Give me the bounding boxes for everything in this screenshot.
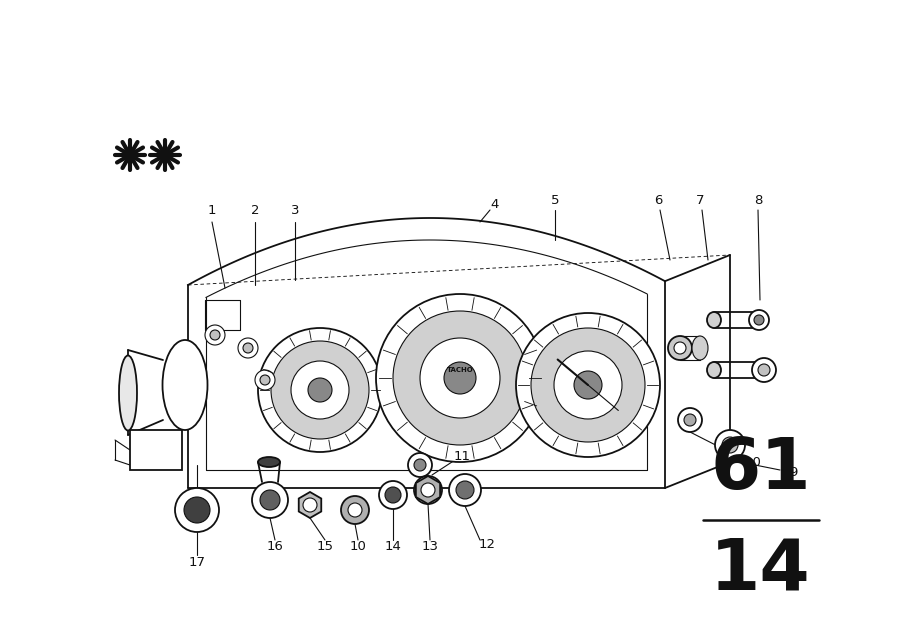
Circle shape xyxy=(385,487,401,503)
Circle shape xyxy=(752,358,776,382)
Text: 16: 16 xyxy=(266,540,284,554)
Polygon shape xyxy=(299,492,321,518)
Text: 10: 10 xyxy=(744,455,761,469)
Text: 6: 6 xyxy=(653,194,662,206)
Text: 13: 13 xyxy=(421,540,438,554)
Circle shape xyxy=(393,311,527,445)
Circle shape xyxy=(260,490,280,510)
Ellipse shape xyxy=(707,362,721,378)
Circle shape xyxy=(258,328,382,452)
Text: 1: 1 xyxy=(208,203,216,217)
Circle shape xyxy=(341,496,369,524)
Polygon shape xyxy=(416,476,440,504)
Text: 61: 61 xyxy=(710,436,811,504)
Text: 17: 17 xyxy=(188,556,205,570)
Circle shape xyxy=(449,474,481,506)
Circle shape xyxy=(308,378,332,402)
Circle shape xyxy=(531,328,645,442)
Circle shape xyxy=(754,315,764,325)
Ellipse shape xyxy=(692,336,708,360)
Circle shape xyxy=(420,338,500,418)
Circle shape xyxy=(421,483,435,497)
Circle shape xyxy=(456,481,474,499)
Text: 10: 10 xyxy=(349,540,366,554)
Circle shape xyxy=(684,414,696,426)
Circle shape xyxy=(408,453,432,477)
Circle shape xyxy=(205,325,225,345)
Circle shape xyxy=(260,375,270,385)
Ellipse shape xyxy=(119,356,137,431)
Circle shape xyxy=(414,459,426,471)
FancyBboxPatch shape xyxy=(130,430,182,470)
Circle shape xyxy=(444,362,476,394)
Circle shape xyxy=(414,476,442,504)
Circle shape xyxy=(175,488,219,532)
Circle shape xyxy=(243,343,253,353)
Ellipse shape xyxy=(707,312,721,328)
Text: 2: 2 xyxy=(251,203,259,217)
Circle shape xyxy=(376,294,544,462)
Text: 5: 5 xyxy=(551,194,559,206)
Text: 9: 9 xyxy=(788,465,797,479)
Circle shape xyxy=(574,371,602,399)
Circle shape xyxy=(715,430,745,460)
Circle shape xyxy=(238,338,258,358)
Circle shape xyxy=(749,310,769,330)
Circle shape xyxy=(668,336,692,360)
Circle shape xyxy=(291,361,349,419)
Circle shape xyxy=(271,341,369,439)
Circle shape xyxy=(210,330,220,340)
Circle shape xyxy=(516,313,660,457)
Circle shape xyxy=(758,364,770,376)
Ellipse shape xyxy=(163,340,208,430)
Text: 14: 14 xyxy=(710,535,811,605)
Circle shape xyxy=(554,351,622,419)
Circle shape xyxy=(184,497,210,523)
Text: 8: 8 xyxy=(754,194,762,206)
Text: 15: 15 xyxy=(317,540,334,554)
Circle shape xyxy=(252,482,288,518)
Text: 7: 7 xyxy=(696,194,704,206)
Circle shape xyxy=(348,503,362,517)
Circle shape xyxy=(255,370,275,390)
Circle shape xyxy=(674,342,686,354)
Text: 3: 3 xyxy=(291,203,299,217)
Text: TACHO: TACHO xyxy=(446,367,473,373)
Circle shape xyxy=(722,437,738,453)
Ellipse shape xyxy=(258,457,280,467)
Text: 12: 12 xyxy=(479,538,496,552)
Text: 14: 14 xyxy=(384,540,401,554)
Circle shape xyxy=(303,498,317,512)
Text: 11: 11 xyxy=(454,450,471,464)
Circle shape xyxy=(678,408,702,432)
Text: 4: 4 xyxy=(491,199,500,211)
Circle shape xyxy=(379,481,407,509)
